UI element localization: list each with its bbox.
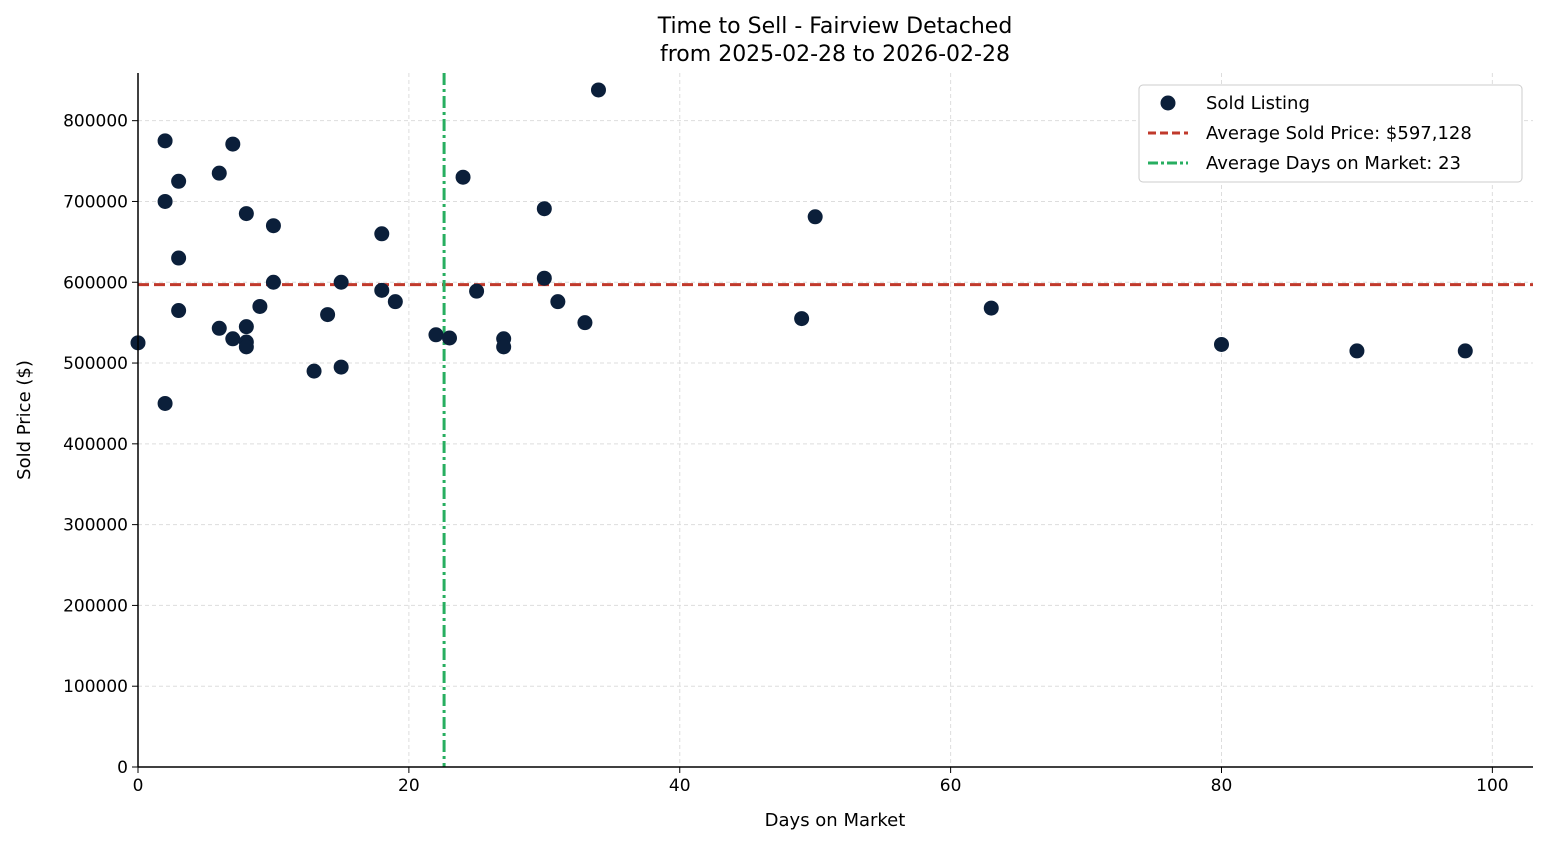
- data-point: [238, 206, 254, 222]
- data-point: [1349, 343, 1365, 359]
- data-point: [333, 274, 349, 290]
- y-tick-label: 0: [117, 758, 128, 778]
- data-point: [211, 165, 227, 181]
- data-point: [238, 339, 254, 355]
- data-point: [157, 133, 173, 149]
- y-tick-label: 400000: [63, 435, 128, 455]
- data-point: [794, 311, 810, 327]
- legend-label-sold: Sold Listing: [1206, 93, 1310, 114]
- y-tick-label: 100000: [63, 677, 128, 697]
- data-point: [577, 315, 593, 331]
- data-point: [252, 298, 268, 314]
- data-point: [983, 300, 999, 316]
- x-tick-label: 80: [1211, 776, 1233, 796]
- y-tick-label: 500000: [63, 354, 128, 374]
- data-point: [469, 283, 485, 299]
- data-point: [320, 307, 336, 323]
- legend-label-avg-price: Average Sold Price: $597,128: [1206, 123, 1472, 144]
- chart-title: Time to Sell - Fairview Detached: [657, 14, 1013, 39]
- data-point: [333, 359, 349, 375]
- chart-subtitle: from 2025-02-28 to 2026-02-28: [660, 42, 1010, 67]
- data-point: [157, 193, 173, 209]
- data-point: [225, 331, 241, 347]
- y-axis-label: Sold Price ($): [14, 360, 35, 480]
- data-point: [225, 136, 241, 152]
- data-point: [496, 339, 512, 355]
- y-tick-label: 600000: [63, 273, 128, 293]
- data-point: [238, 319, 254, 335]
- x-tick-label: 0: [133, 776, 144, 796]
- legend-label-avg-days: Average Days on Market: 23: [1206, 153, 1461, 174]
- data-point: [1213, 336, 1229, 352]
- data-point: [455, 169, 471, 185]
- data-point: [211, 320, 227, 336]
- x-tick-label: 100: [1476, 776, 1508, 796]
- data-point: [428, 327, 444, 343]
- y-tick-label: 700000: [63, 192, 128, 212]
- data-point: [387, 294, 403, 310]
- data-point: [171, 303, 187, 319]
- y-tick-label: 200000: [63, 596, 128, 616]
- data-point: [550, 294, 566, 310]
- x-tick-label: 40: [669, 776, 691, 796]
- data-point: [536, 270, 552, 286]
- x-tick-label: 60: [940, 776, 962, 796]
- data-point: [807, 209, 823, 225]
- data-point: [306, 363, 322, 379]
- x-tick-label: 20: [398, 776, 420, 796]
- data-point: [374, 282, 390, 298]
- data-point: [590, 82, 606, 98]
- y-tick-label: 800000: [63, 112, 128, 132]
- legend-marker-sold: [1160, 95, 1176, 111]
- legend: Sold Listing Average Sold Price: $597,12…: [1138, 84, 1523, 183]
- x-axis-label: Days on Market: [765, 810, 906, 831]
- data-point: [265, 218, 281, 234]
- data-point: [157, 395, 173, 411]
- data-point: [1457, 343, 1473, 359]
- data-point: [171, 250, 187, 266]
- data-point: [442, 330, 458, 346]
- data-point: [374, 226, 390, 242]
- y-tick-label: 300000: [63, 516, 128, 536]
- data-point: [171, 173, 187, 189]
- data-point: [265, 274, 281, 290]
- data-point: [536, 201, 552, 217]
